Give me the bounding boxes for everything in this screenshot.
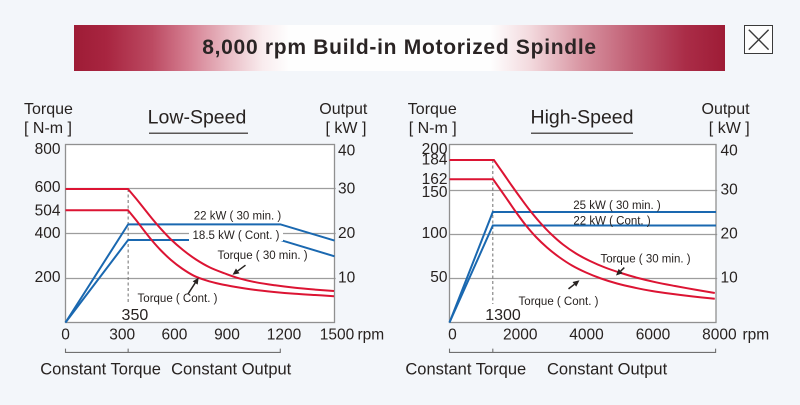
- svg-text:40: 40: [721, 143, 739, 160]
- svg-text:Torque ( 30 min. ): Torque ( 30 min. ): [217, 250, 307, 262]
- svg-text:350: 350: [122, 307, 149, 324]
- svg-text:0: 0: [448, 327, 457, 344]
- svg-text:800: 800: [35, 141, 61, 158]
- svg-text:[ kW ]: [ kW ]: [709, 120, 750, 137]
- svg-text:10: 10: [338, 270, 356, 287]
- svg-text:2000: 2000: [503, 327, 538, 344]
- svg-text:40: 40: [338, 143, 356, 160]
- svg-text:rpm: rpm: [358, 327, 385, 344]
- svg-text:Output: Output: [319, 101, 368, 118]
- svg-text:Torque: Torque: [408, 101, 457, 118]
- svg-text:High-Speed: High-Speed: [531, 107, 634, 129]
- svg-text:600: 600: [35, 179, 61, 196]
- svg-text:600: 600: [161, 327, 187, 344]
- svg-text:504: 504: [35, 203, 61, 220]
- svg-text:22 kW ( Cont. ): 22 kW ( Cont. ): [573, 215, 650, 227]
- svg-text:150: 150: [422, 184, 448, 201]
- svg-text:30: 30: [338, 180, 356, 197]
- svg-text:20: 20: [338, 225, 356, 242]
- svg-text:1300: 1300: [485, 307, 521, 324]
- svg-text:6000: 6000: [636, 327, 671, 344]
- svg-text:Low-Speed: Low-Speed: [148, 107, 247, 129]
- svg-text:Constant Output: Constant Output: [547, 361, 668, 379]
- svg-text:22 kW ( 30 min. ): 22 kW ( 30 min. ): [194, 211, 282, 223]
- svg-text:900: 900: [214, 327, 240, 344]
- svg-text:[ N-m ]: [ N-m ]: [24, 120, 72, 137]
- svg-text:25 kW ( 30 min. ): 25 kW ( 30 min. ): [573, 200, 661, 212]
- svg-text:Torque ( Cont. ): Torque ( Cont. ): [519, 296, 599, 308]
- svg-text:[ N-m ]: [ N-m ]: [409, 120, 457, 137]
- svg-text:200: 200: [422, 141, 448, 158]
- svg-text:4000: 4000: [569, 327, 604, 344]
- svg-text:10: 10: [721, 270, 739, 287]
- svg-text:Torque ( Cont. ): Torque ( Cont. ): [138, 293, 218, 305]
- svg-text:300: 300: [109, 327, 135, 344]
- svg-text:184: 184: [422, 152, 448, 169]
- svg-text:8000: 8000: [702, 327, 737, 344]
- svg-text:30: 30: [721, 181, 739, 198]
- svg-text:400: 400: [35, 225, 61, 242]
- svg-text:Torque: Torque: [24, 101, 73, 118]
- svg-text:Constant Torque: Constant Torque: [405, 361, 526, 379]
- svg-text:20: 20: [721, 226, 739, 243]
- svg-text:[ kW ]: [ kW ]: [326, 120, 367, 137]
- svg-text:50: 50: [430, 269, 448, 286]
- svg-text:Constant Output: Constant Output: [171, 361, 292, 379]
- svg-text:0: 0: [61, 327, 70, 344]
- svg-text:162: 162: [422, 171, 448, 188]
- svg-text:18.5 kW ( Cont. ): 18.5 kW ( Cont. ): [193, 230, 280, 242]
- svg-text:200: 200: [35, 269, 61, 286]
- svg-text:Torque ( 30 min. ): Torque ( 30 min. ): [600, 254, 690, 266]
- svg-text:rpm: rpm: [743, 327, 770, 344]
- svg-text:1500: 1500: [320, 327, 355, 344]
- svg-text:Output: Output: [702, 101, 751, 118]
- svg-text:100: 100: [422, 225, 448, 242]
- svg-text:Constant Torque: Constant Torque: [40, 361, 161, 379]
- svg-text:1200: 1200: [267, 327, 302, 344]
